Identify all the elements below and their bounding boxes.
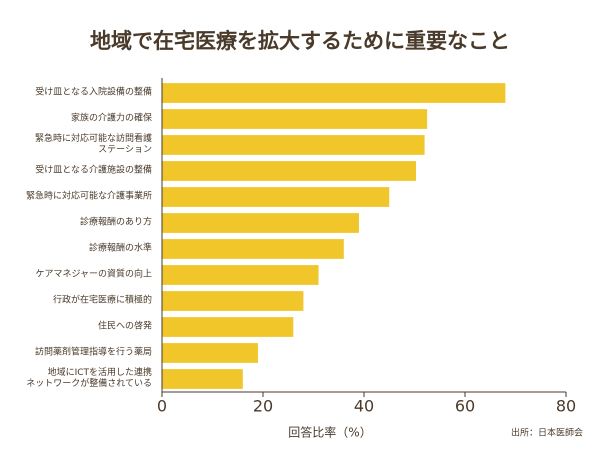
y-tick-label: 行政が在宅医療に積極的 [52,295,152,306]
y-tick-label: 緊急時に対応可能な訪問看護 ステーション [34,134,152,155]
chart-title: 地域で在宅医療を拡大するために重要なこと [90,29,510,53]
x-tick-label: 60 [455,397,475,416]
x-tick-label: 40 [354,397,374,416]
bar [162,135,425,155]
y-tick-label: 訪問薬剤管理指導を行う薬局 [34,347,152,358]
bar [162,265,319,285]
bar [162,239,344,259]
bar [162,187,390,207]
y-tick-label: 診療報酬のあり方 [79,217,152,228]
bar [162,369,243,389]
bar [162,343,258,363]
y-tick-label: 受け皿となる入院設備の整備 [35,87,152,98]
x-tick-label: 20 [253,397,273,416]
source-note: 出所：日本医師会 [511,427,583,439]
bar [162,213,359,233]
x-tick-label: 80 [556,397,576,416]
y-tick-label: 家族の介護力の確保 [70,113,152,124]
bar [162,109,428,129]
bar [162,83,506,103]
x-tick-label: 0 [157,397,167,416]
y-tick-label: 住民への啓発 [97,321,152,332]
bar [162,317,294,337]
y-tick-label: ケアマネジャーの資質の向上 [35,269,152,280]
x-axis-title: 回答比率（%） [288,425,371,440]
bar [162,291,304,311]
bar [162,161,417,181]
y-tick-label: 緊急時に対応可能な介護事業所 [25,191,152,202]
y-tick-label: 受け皿となる介護施設の整備 [35,165,152,176]
y-tick-label: 地域にICTを活用した連携 ネットワークが整備されている [26,368,152,389]
y-tick-label: 診療報酬の水準 [88,243,152,254]
